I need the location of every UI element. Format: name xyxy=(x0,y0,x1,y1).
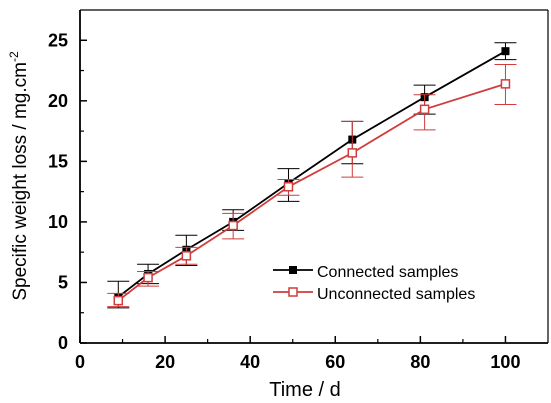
legend-marker-connected xyxy=(289,266,297,274)
y-axis-label-main: Specific weight loss / mg.cm xyxy=(10,62,31,301)
y-axis-label-superscript: -2 xyxy=(7,51,21,62)
series-unconnected xyxy=(107,63,517,308)
y-tick-label: 25 xyxy=(48,30,68,50)
data-point-connected xyxy=(501,47,510,56)
x-tick-label: 100 xyxy=(490,352,520,372)
plot-frame xyxy=(79,9,549,344)
data-point-unconnected xyxy=(143,272,153,283)
data-point-unconnected xyxy=(347,148,358,158)
y-axis-ticks: 0 5 10 15 20 25 xyxy=(48,30,87,353)
y-axis-label: Specific weight loss / mg.cm-2 xyxy=(7,51,31,301)
y-tick-label: 5 xyxy=(58,272,68,292)
data-point-unconnected xyxy=(500,79,511,89)
x-tick-label: 40 xyxy=(240,352,260,372)
series-layer xyxy=(107,42,517,309)
y-tick-label: 20 xyxy=(48,91,68,111)
x-tick-label: 20 xyxy=(155,352,175,372)
x-tick-label: 0 xyxy=(75,352,85,372)
legend-marker-unconnected xyxy=(288,287,298,297)
series-line-unconnected xyxy=(117,83,506,302)
x-axis-ticks: 0 20 40 60 80 100 xyxy=(75,336,520,372)
legend-label-connected: Connected samples xyxy=(317,264,458,281)
y-tick-label: 0 xyxy=(58,333,68,353)
legend: Connected samples Unconnected samples xyxy=(273,264,475,303)
series-line-connected xyxy=(117,50,506,298)
x-tick-label: 80 xyxy=(410,352,430,372)
legend-label-unconnected: Unconnected samples xyxy=(317,286,475,303)
x-axis-label: Time / d xyxy=(269,379,341,401)
legend-item-unconnected: Unconnected samples xyxy=(273,286,475,303)
data-point-unconnected xyxy=(283,182,294,192)
data-point-unconnected xyxy=(419,104,430,115)
data-point-unconnected xyxy=(113,295,124,306)
x-tick-label: 60 xyxy=(325,352,345,372)
data-point-unconnected xyxy=(181,251,192,261)
y-tick-label: 15 xyxy=(48,151,68,171)
y-tick-label: 10 xyxy=(48,212,68,232)
data-point-unconnected xyxy=(228,220,238,231)
legend-item-connected: Connected samples xyxy=(273,264,458,281)
